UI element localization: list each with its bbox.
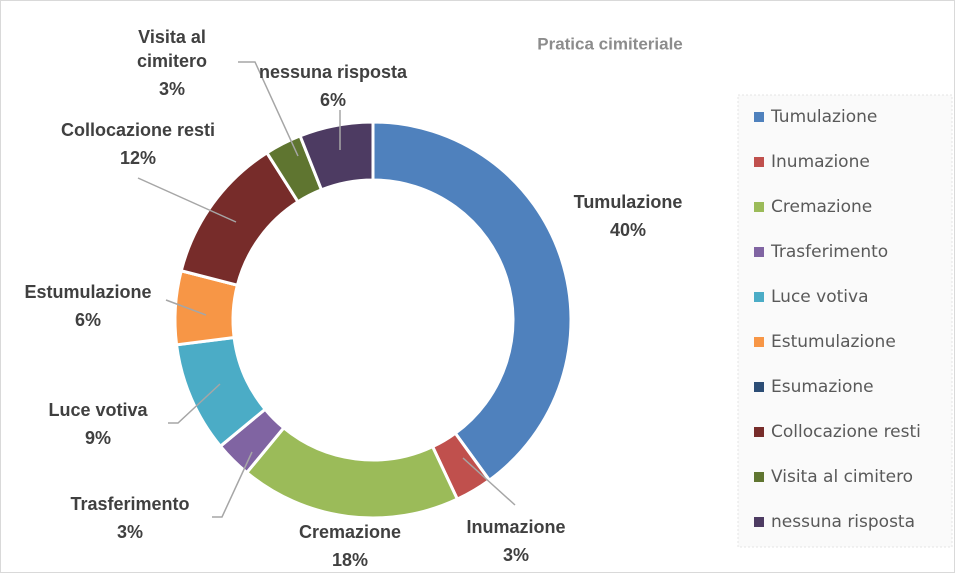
data-label-name: Trasferimento xyxy=(70,494,189,514)
legend-label: Esumazione xyxy=(771,377,874,397)
legend-label: Luce votiva xyxy=(771,287,868,307)
leader-line xyxy=(137,177,237,223)
label-line: nessuna risposta xyxy=(259,62,408,82)
legend-swatch xyxy=(754,382,764,392)
data-label-value: 6% xyxy=(320,90,346,110)
donut-slice xyxy=(371,120,573,483)
legend-swatch xyxy=(754,112,764,122)
label-line: Visita al xyxy=(138,27,206,47)
leader-line xyxy=(212,451,253,518)
legend-swatch xyxy=(754,292,764,302)
legend-swatch xyxy=(754,337,764,347)
data-label-value: 9% xyxy=(85,428,111,448)
data-label-name: nessuna risposta xyxy=(259,62,408,82)
data-label-value: 40% xyxy=(610,220,646,240)
legend-swatch xyxy=(754,202,764,212)
data-label-name: Tumulazione xyxy=(574,192,683,212)
data-label-value: 3% xyxy=(503,545,529,565)
leader-line xyxy=(462,457,516,506)
legend-swatch xyxy=(754,157,764,167)
data-label-value: 3% xyxy=(117,522,143,542)
legend-label: Cremazione xyxy=(771,197,872,217)
legend-label: nessuna risposta xyxy=(771,512,915,532)
data-label-name: Cremazione xyxy=(299,522,401,542)
data-label-value: 3% xyxy=(159,79,185,99)
legend-swatch xyxy=(754,247,764,257)
leader-line xyxy=(238,61,299,157)
legend-box xyxy=(737,94,953,548)
chart-title: Pratica cimiteriale xyxy=(537,34,683,53)
legend-label: Visita al cimitero xyxy=(771,467,913,487)
legend-label: Trasferimento xyxy=(770,242,888,262)
legend-swatch xyxy=(754,517,764,527)
data-label-value: 12% xyxy=(120,148,156,168)
data-label-name: Luce votiva xyxy=(48,400,148,420)
legend-label: Estumulazione xyxy=(771,332,896,352)
data-label-name: Inumazione xyxy=(466,517,565,537)
legend-swatch xyxy=(754,427,764,437)
data-label-value: 18% xyxy=(332,550,368,570)
data-label-value: 6% xyxy=(75,310,101,330)
donut-slice xyxy=(298,120,375,192)
data-label-name: Estumulazione xyxy=(24,282,151,302)
data-label-name: Collocazione resti xyxy=(61,120,215,140)
data-label-name: Visita al cimitero xyxy=(137,27,207,71)
legend-label: Tumulazione xyxy=(770,107,877,127)
leader-line xyxy=(165,299,207,316)
legend-label: Inumazione xyxy=(771,152,870,172)
leader-line xyxy=(168,383,221,424)
legend-swatch xyxy=(754,472,764,482)
label-line: cimitero xyxy=(137,51,207,71)
legend-label: Collocazione resti xyxy=(771,422,921,442)
